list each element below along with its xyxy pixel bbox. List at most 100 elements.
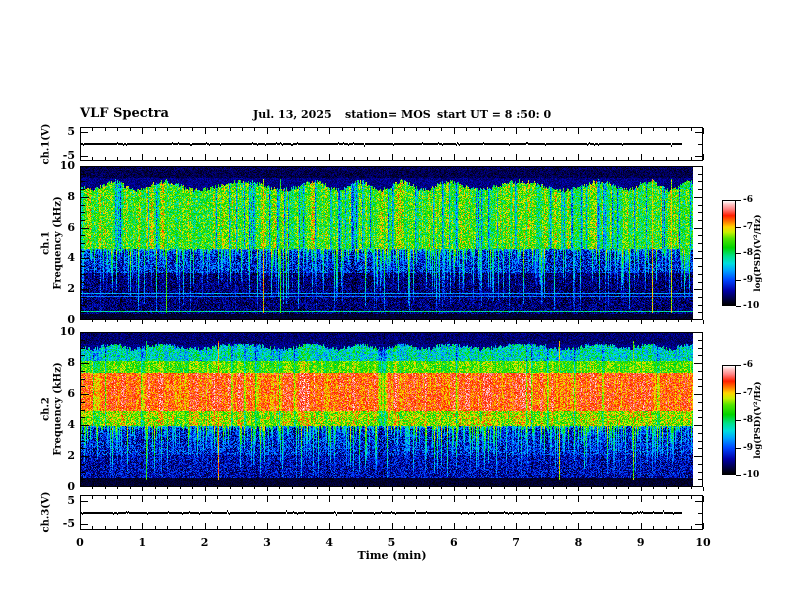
colorbar-tick-label: -10 [743, 301, 760, 311]
tick-mark [698, 212, 702, 213]
tick-mark [81, 417, 85, 418]
ch3-voltage-tick-label: -5 [62, 517, 75, 531]
tick-mark [217, 128, 218, 131]
tick-mark [698, 513, 702, 514]
ch2-frequency-tick-label: 4 [67, 418, 75, 432]
tick-mark [192, 496, 193, 499]
tick-mark [242, 526, 243, 529]
tick-mark [736, 306, 741, 307]
ch1-frequency-tick-label: 4 [67, 251, 75, 265]
tick-mark [242, 487, 243, 489]
tick-mark [142, 154, 143, 160]
tick-mark [541, 157, 542, 160]
ch1-frequency-tick-label: 6 [67, 220, 75, 234]
tick-mark [504, 496, 505, 499]
tick-mark [404, 128, 405, 131]
tick-mark [392, 496, 393, 502]
tick-mark [279, 128, 280, 131]
colorbar-tick-label: -6 [743, 195, 753, 205]
tick-mark [81, 235, 85, 236]
colorbar-tick-label: -10 [743, 470, 760, 480]
tick-mark [367, 526, 368, 529]
tick-mark [379, 487, 380, 489]
tick-mark [81, 441, 85, 442]
tick-mark [441, 320, 442, 322]
tick-mark [81, 371, 85, 372]
ch1-frequency-tick-label: 10 [59, 159, 75, 173]
ch1-frequency-axis-label: ch.1 Frequency (kHz) [40, 196, 64, 290]
tick-mark [81, 289, 89, 290]
tick-mark [479, 157, 480, 160]
tick-mark [117, 320, 118, 322]
tick-mark [279, 526, 280, 529]
tick-mark [155, 128, 156, 131]
tick-mark [566, 526, 567, 529]
tick-mark [155, 487, 156, 489]
tick-mark [698, 348, 702, 349]
tick-mark [479, 496, 480, 499]
tick-mark [541, 526, 542, 529]
tick-mark [541, 487, 542, 489]
tick-mark [242, 496, 243, 499]
tick-mark [279, 487, 280, 489]
tick-mark [694, 228, 702, 229]
tick-mark [698, 243, 702, 244]
tick-mark [254, 487, 255, 489]
tick-mark [479, 128, 480, 131]
tick-mark [691, 320, 692, 322]
tick-mark [628, 128, 629, 131]
tick-mark [479, 320, 480, 322]
tick-mark [678, 496, 679, 499]
tick-mark [379, 128, 380, 131]
tick-mark [603, 320, 604, 322]
ch2-frequency-tick-label: 8 [67, 356, 75, 370]
tick-mark [666, 128, 667, 131]
tick-mark [242, 128, 243, 131]
tick-mark [267, 523, 268, 529]
tick-mark [653, 157, 654, 160]
tick-mark [81, 132, 88, 133]
tick-mark [698, 379, 702, 380]
tick-mark [81, 251, 85, 252]
time-tick-label: 6 [449, 536, 458, 549]
tick-mark [81, 274, 85, 275]
tick-mark [466, 526, 467, 529]
colorbar-tick-label: -9 [743, 443, 753, 453]
tick-mark [354, 487, 355, 489]
tick-mark [416, 157, 417, 160]
tick-mark [81, 464, 85, 465]
tick-mark [698, 205, 702, 206]
tick-mark [117, 526, 118, 529]
tick-mark [242, 320, 243, 322]
tick-mark [192, 320, 193, 322]
tick-mark [367, 487, 368, 489]
colorbar-tick-label: -6 [743, 360, 753, 370]
tick-mark [329, 487, 330, 491]
tick-mark [392, 523, 393, 529]
tick-mark [441, 157, 442, 160]
tick-mark [130, 496, 131, 499]
tick-mark [292, 320, 293, 322]
tick-mark [504, 128, 505, 131]
tick-mark [81, 258, 89, 259]
tick-mark [230, 157, 231, 160]
tick-mark [81, 266, 85, 267]
tick-mark [81, 174, 85, 175]
tick-mark [678, 526, 679, 529]
tick-mark [516, 128, 517, 134]
tick-mark [130, 526, 131, 529]
tick-mark [703, 523, 704, 529]
time-tick-label: 8 [574, 536, 583, 549]
tick-mark [698, 433, 702, 434]
ch2-frequency-tick-label: 0 [67, 480, 75, 494]
tick-mark [566, 128, 567, 131]
tick-mark [142, 128, 143, 134]
tick-mark [230, 128, 231, 131]
tick-mark [466, 496, 467, 499]
tick-mark [392, 154, 393, 160]
tick-mark [142, 496, 143, 502]
tick-mark [279, 157, 280, 160]
tick-mark [698, 235, 702, 236]
tick-mark [694, 289, 702, 290]
tick-mark [404, 157, 405, 160]
